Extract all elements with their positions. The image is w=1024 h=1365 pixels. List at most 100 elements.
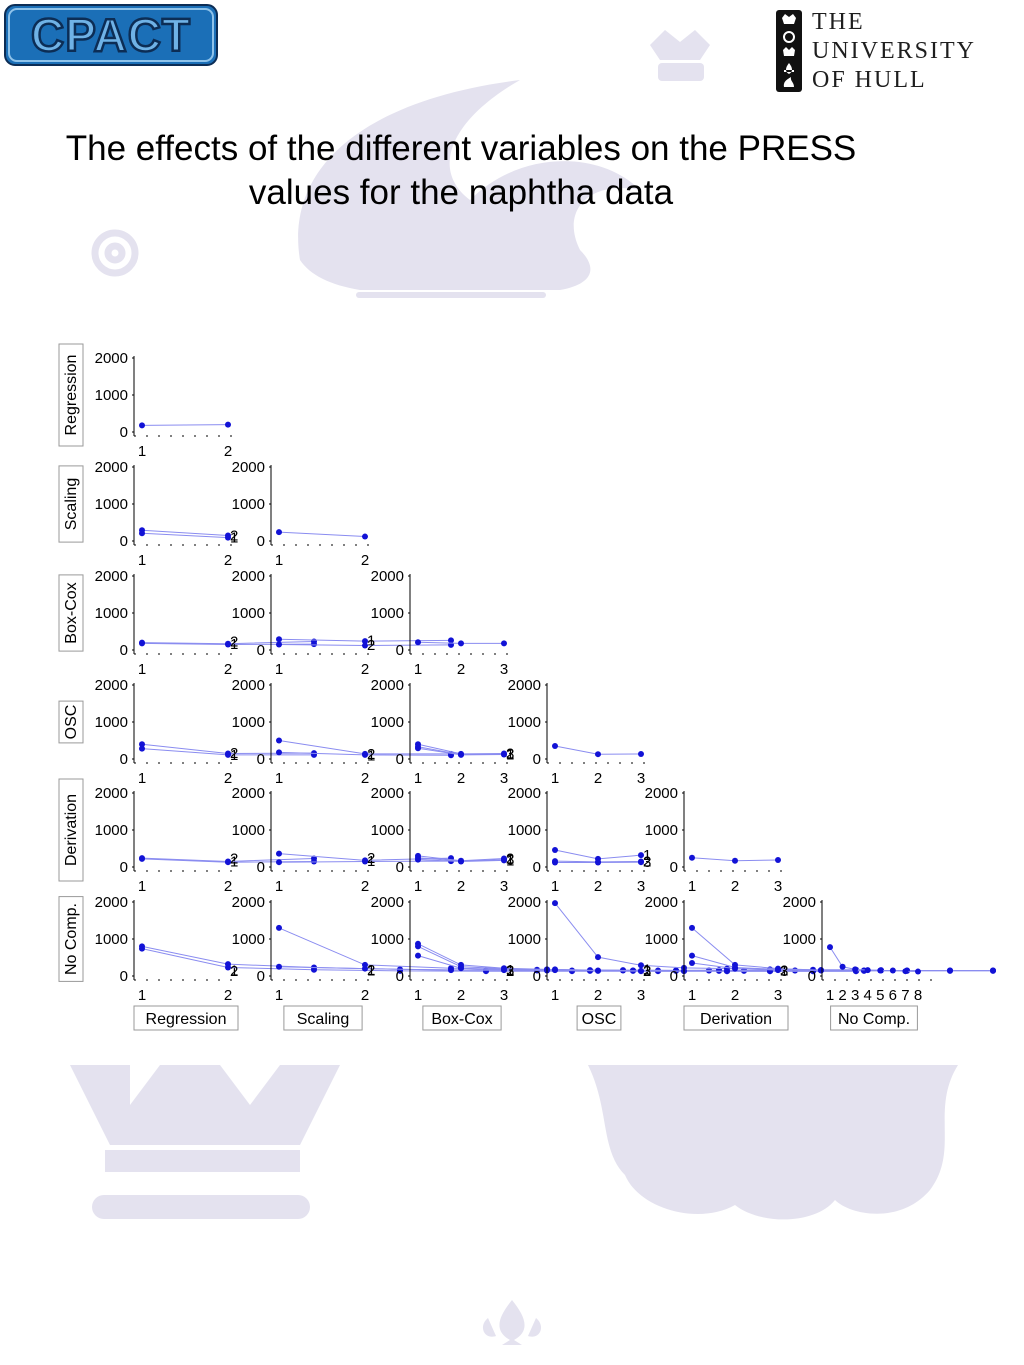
series-end-label: 2 <box>230 633 238 650</box>
hull-crest-rose-icon <box>783 31 795 43</box>
data-point <box>458 858 464 865</box>
series-end-label: 3 <box>506 746 514 763</box>
y-tick-label: 0 <box>396 751 404 768</box>
data-point <box>458 963 464 970</box>
x-tick-label: 1 <box>414 987 422 1004</box>
series-end-label: 1 <box>643 847 651 864</box>
y-tick-label: 2000 <box>232 785 265 802</box>
row-label-box <box>58 574 84 652</box>
data-point <box>877 967 884 974</box>
x-tick-label: 7 <box>901 987 909 1004</box>
data-point <box>139 745 145 752</box>
y-tick-label: 1000 <box>508 822 541 839</box>
data-point <box>501 640 507 647</box>
data-point <box>276 859 282 866</box>
x-tick-label: 1 <box>275 878 283 895</box>
data-point <box>276 636 282 643</box>
y-tick-label: 0 <box>808 968 816 985</box>
series-line <box>691 962 993 972</box>
x-tick-label: 1 <box>551 770 559 787</box>
series-end-label: 1 <box>230 962 238 979</box>
data-point <box>990 967 996 974</box>
y-tick-label: 1000 <box>232 714 265 731</box>
x-tick-label: 2 <box>224 661 232 678</box>
watermark-rose-center <box>104 242 126 264</box>
y-tick-label: 2000 <box>371 894 404 911</box>
data-point <box>362 750 368 757</box>
column-label-box <box>283 1005 363 1031</box>
series-end-label: 2 <box>230 527 238 544</box>
data-point <box>362 638 368 645</box>
x-tick-label: 2 <box>731 878 739 895</box>
data-point <box>139 639 145 646</box>
data-point <box>689 854 695 861</box>
data-point <box>501 965 507 972</box>
x-tick-label: 1 <box>138 443 146 460</box>
data-point <box>947 967 953 974</box>
series-end-label: 3 <box>506 962 514 979</box>
data-point <box>311 966 317 973</box>
data-point <box>276 529 282 536</box>
series-end-label: 1 <box>506 852 514 869</box>
y-tick-label: 0 <box>396 968 404 985</box>
series-end-label: 3 <box>506 852 514 869</box>
data-point <box>595 751 601 758</box>
watermark-fleur-icon <box>482 1300 542 1345</box>
data-point <box>415 639 421 646</box>
data-point <box>732 857 738 864</box>
y-tick-label: 2000 <box>95 350 128 367</box>
data-point <box>638 852 644 859</box>
series-end-label: 3 <box>643 963 651 980</box>
page-title-line-2: values for the naphtha data <box>248 173 674 212</box>
series-end-label: 2 <box>230 850 238 867</box>
x-tick-label: 1 <box>688 987 696 1004</box>
y-tick-label: 0 <box>533 751 541 768</box>
data-point <box>915 968 921 975</box>
hull-logo-line-3: OF HULL <box>812 67 927 93</box>
data-point <box>225 421 231 428</box>
data-point <box>276 749 282 756</box>
y-tick-label: 1000 <box>371 931 404 948</box>
x-tick-label: 2 <box>594 878 602 895</box>
series-end-label: 2 <box>367 637 375 654</box>
y-tick-label: 1000 <box>645 822 678 839</box>
y-tick-label: 0 <box>396 859 404 876</box>
y-tick-label: 1000 <box>508 714 541 731</box>
data-point <box>595 954 601 961</box>
x-tick-label: 2 <box>224 770 232 787</box>
watermark-rose-shape <box>588 1065 958 1220</box>
x-tick-label: 1 <box>826 987 834 1004</box>
data-point <box>415 854 421 861</box>
y-tick-label: 0 <box>120 424 128 441</box>
series-end-label: 1 <box>230 747 238 764</box>
row-label-box <box>58 896 84 982</box>
y-tick-label: 1000 <box>95 605 128 622</box>
data-point <box>827 944 833 951</box>
y-tick-label: 1000 <box>95 714 128 731</box>
x-tick-label: 2 <box>361 661 369 678</box>
data-point <box>852 966 859 973</box>
x-tick-label: 1 <box>414 878 422 895</box>
series-end-label: 2 <box>367 850 375 867</box>
hull-crest-logo <box>776 10 802 92</box>
series-end-label: 2 <box>367 962 375 979</box>
hull-crest-flame-icon <box>783 77 794 87</box>
watermark-flame-base <box>356 292 546 298</box>
series-end-label: 2 <box>506 745 514 762</box>
y-tick-label: 0 <box>257 859 265 876</box>
data-point <box>552 900 558 907</box>
x-tick-label: 8 <box>914 987 922 1004</box>
data-point <box>362 642 368 649</box>
x-tick-label: 3 <box>774 987 782 1004</box>
series-end-label: 1 <box>230 636 238 653</box>
column-label: Box-Cox <box>431 1011 492 1028</box>
x-tick-label: 1 <box>138 987 146 1004</box>
y-tick-label: 2000 <box>95 785 128 802</box>
data-point <box>689 952 695 959</box>
series-end-label: 2 <box>367 746 375 763</box>
data-point <box>638 962 644 969</box>
y-tick-label: 2000 <box>95 568 128 585</box>
x-tick-label: 2 <box>361 770 369 787</box>
data-point <box>415 943 421 950</box>
column-label-box <box>683 1005 789 1031</box>
